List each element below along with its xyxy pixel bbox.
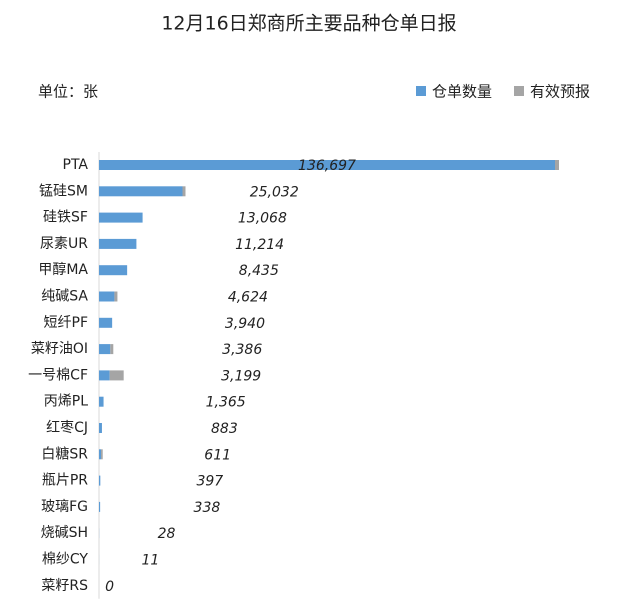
bar-segment [99, 396, 104, 407]
category-label: 纯碱SA [41, 289, 88, 305]
value-label: 883 [211, 421, 238, 437]
bar-segment [99, 370, 110, 381]
bar-segment [182, 186, 186, 197]
bar-segment [99, 160, 555, 170]
value-label: 611 [204, 447, 231, 463]
bar-segment [114, 291, 118, 302]
legend-label: 有效预报 [530, 83, 590, 101]
bar-segment [99, 212, 143, 223]
value-label: 25,032 [250, 184, 299, 200]
bar-segment [99, 344, 111, 355]
value-label: 13,068 [238, 211, 287, 227]
category-label: 甲醇MA [38, 261, 88, 278]
bar-segment [99, 317, 113, 328]
bar-segment [554, 160, 559, 170]
chart-title: 12月16日郑商所主要品种仓单日报 [161, 13, 456, 35]
bar-segment [99, 475, 101, 486]
value-label: 0 [105, 579, 114, 595]
category-label: 尿素UR [40, 236, 88, 252]
category-label: 短纤PF [44, 315, 89, 331]
value-label: 1,365 [206, 395, 246, 411]
unit-label: 单位：张 [38, 83, 98, 101]
category-label: 锰硅SM [39, 183, 88, 199]
legend-label: 仓单数量 [432, 83, 492, 101]
legend-swatch [416, 86, 426, 96]
legend-swatch [514, 86, 524, 96]
bar-segment [99, 501, 101, 512]
value-label: 136,697 [298, 158, 356, 174]
category-label: 玻璃FG [41, 498, 88, 515]
bar-segment [109, 370, 124, 381]
bar-segment [99, 238, 137, 249]
category-label: 菜籽油OI [31, 341, 88, 357]
value-label: 3,386 [222, 342, 262, 358]
bar-segment [99, 186, 183, 197]
value-label: 397 [196, 474, 223, 490]
category-label: 硅铁SF [43, 210, 88, 226]
category-label: 棉纱CY [42, 551, 89, 568]
category-label: 一号棉CF [28, 366, 88, 383]
value-label: 11 [141, 553, 159, 569]
value-label: 11,214 [235, 237, 284, 253]
bar-segment [101, 449, 103, 460]
category-label: 丙烯PL [44, 394, 88, 410]
category-label: 白糖SR [41, 446, 88, 462]
category-label: 瓶片PR [42, 473, 88, 489]
value-label: 3,940 [225, 316, 265, 332]
bar-segment [99, 265, 128, 276]
value-label: 28 [158, 526, 176, 542]
category-label: 烧碱SH [41, 525, 88, 541]
bar-segment [110, 344, 114, 355]
value-label: 338 [194, 500, 221, 516]
value-label: 8,435 [239, 263, 279, 279]
bar-segment [99, 449, 102, 460]
category-label: PTA [63, 157, 89, 173]
bar-segment [99, 291, 115, 302]
category-label: 菜籽RS [41, 578, 88, 594]
value-label: 4,624 [228, 290, 268, 306]
bar-segment [99, 423, 102, 433]
value-label: 3,199 [221, 368, 261, 384]
category-label: 红枣CJ [46, 420, 88, 436]
